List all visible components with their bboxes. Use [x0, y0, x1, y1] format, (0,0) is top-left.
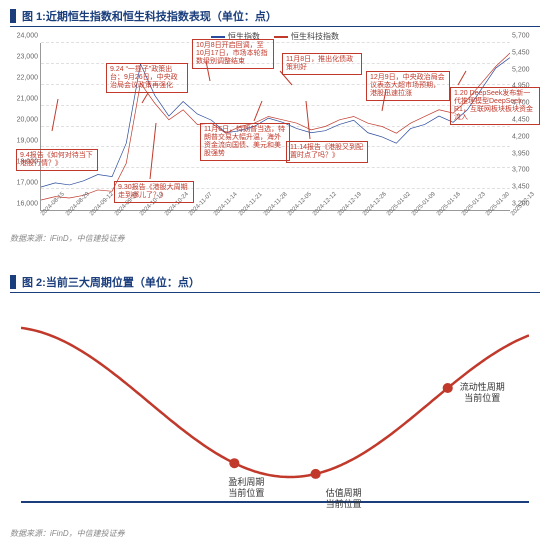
- x-axis: 2024-08-152024-08-292024-09-122024-09-26…: [40, 211, 510, 231]
- ytick-left: 16,000: [17, 201, 38, 208]
- fig1-source: 数据来源：iFinD，中信建投证券: [10, 233, 540, 244]
- ytick-right: 3,950: [512, 150, 530, 157]
- ytick-right: 4,200: [512, 133, 530, 140]
- ytick-right: 3,450: [512, 184, 530, 191]
- cycle-point-p3: 流动性周期当前位置: [460, 382, 505, 404]
- fig1-lines: [41, 43, 510, 210]
- ytick-right: 4,700: [512, 100, 530, 107]
- fig2-chart: 盈利周期当前位置估值周期当前位置 流动性周期当前位置: [10, 299, 540, 526]
- fig1-plot: [40, 43, 510, 211]
- ytick-left: 23,000: [17, 54, 38, 61]
- fig1-legend: 恒生指数 恒生科技指数: [211, 31, 339, 42]
- title-marker: [10, 275, 16, 289]
- ytick-left: 20,000: [17, 117, 38, 124]
- figure-1: 图 1:近期恒生指数和恒生科技指数表现（单位：点） 恒生指数 恒生科技指数 16…: [10, 6, 540, 264]
- ytick-right: 4,450: [512, 117, 530, 124]
- ytick-left: 24,000: [17, 33, 38, 40]
- fig2-baseline: [21, 501, 529, 503]
- fig1-title: 图 1:近期恒生指数和恒生科技指数表现（单位：点）: [22, 8, 277, 24]
- ytick-left: 19,000: [17, 138, 38, 145]
- fig2-title: 图 2:当前三大周期位置（单位：点）: [22, 274, 200, 290]
- ytick-right: 5,450: [512, 49, 530, 56]
- ytick-left: 18,000: [17, 159, 38, 166]
- fig2-curve: [21, 310, 529, 495]
- legend-item-hs: 恒生指数: [211, 31, 260, 42]
- ytick-left: 17,000: [17, 180, 38, 187]
- y-axis-right: 3,2003,4503,7003,9504,2004,4504,7004,950…: [510, 43, 540, 211]
- ytick-right: 3,700: [512, 167, 530, 174]
- ytick-right: 5,700: [512, 33, 530, 40]
- ytick-left: 22,000: [17, 75, 38, 82]
- cycle-point-p1: 盈利周期当前位置: [228, 477, 264, 499]
- fig2-title-bar: 图 2:当前三大周期位置（单位：点）: [10, 272, 540, 293]
- figure-2: 图 2:当前三大周期位置（单位：点） 盈利周期当前位置估值周期当前位置 流动性周期…: [10, 272, 540, 547]
- ytick-left: 21,000: [17, 96, 38, 103]
- fig2-source: 数据来源：iFinD，中信建投证券: [10, 528, 540, 539]
- fig1-chart: 恒生指数 恒生科技指数 16,000 17,000 18,000 19,000 20,0…: [10, 31, 540, 231]
- fig1-title-bar: 图 1:近期恒生指数和恒生科技指数表现（单位：点）: [10, 6, 540, 27]
- cycle-point-p2: 估值周期当前位置: [326, 488, 362, 510]
- ytick-right: 4,950: [512, 83, 530, 90]
- legend-item-hst: 恒生科技指数: [274, 31, 339, 42]
- ytick-right: 5,200: [512, 66, 530, 73]
- title-marker: [10, 9, 16, 23]
- y-axis-left: 16,000 17,000 18,000 19,000 20,000 21,000 22,0…: [10, 43, 40, 211]
